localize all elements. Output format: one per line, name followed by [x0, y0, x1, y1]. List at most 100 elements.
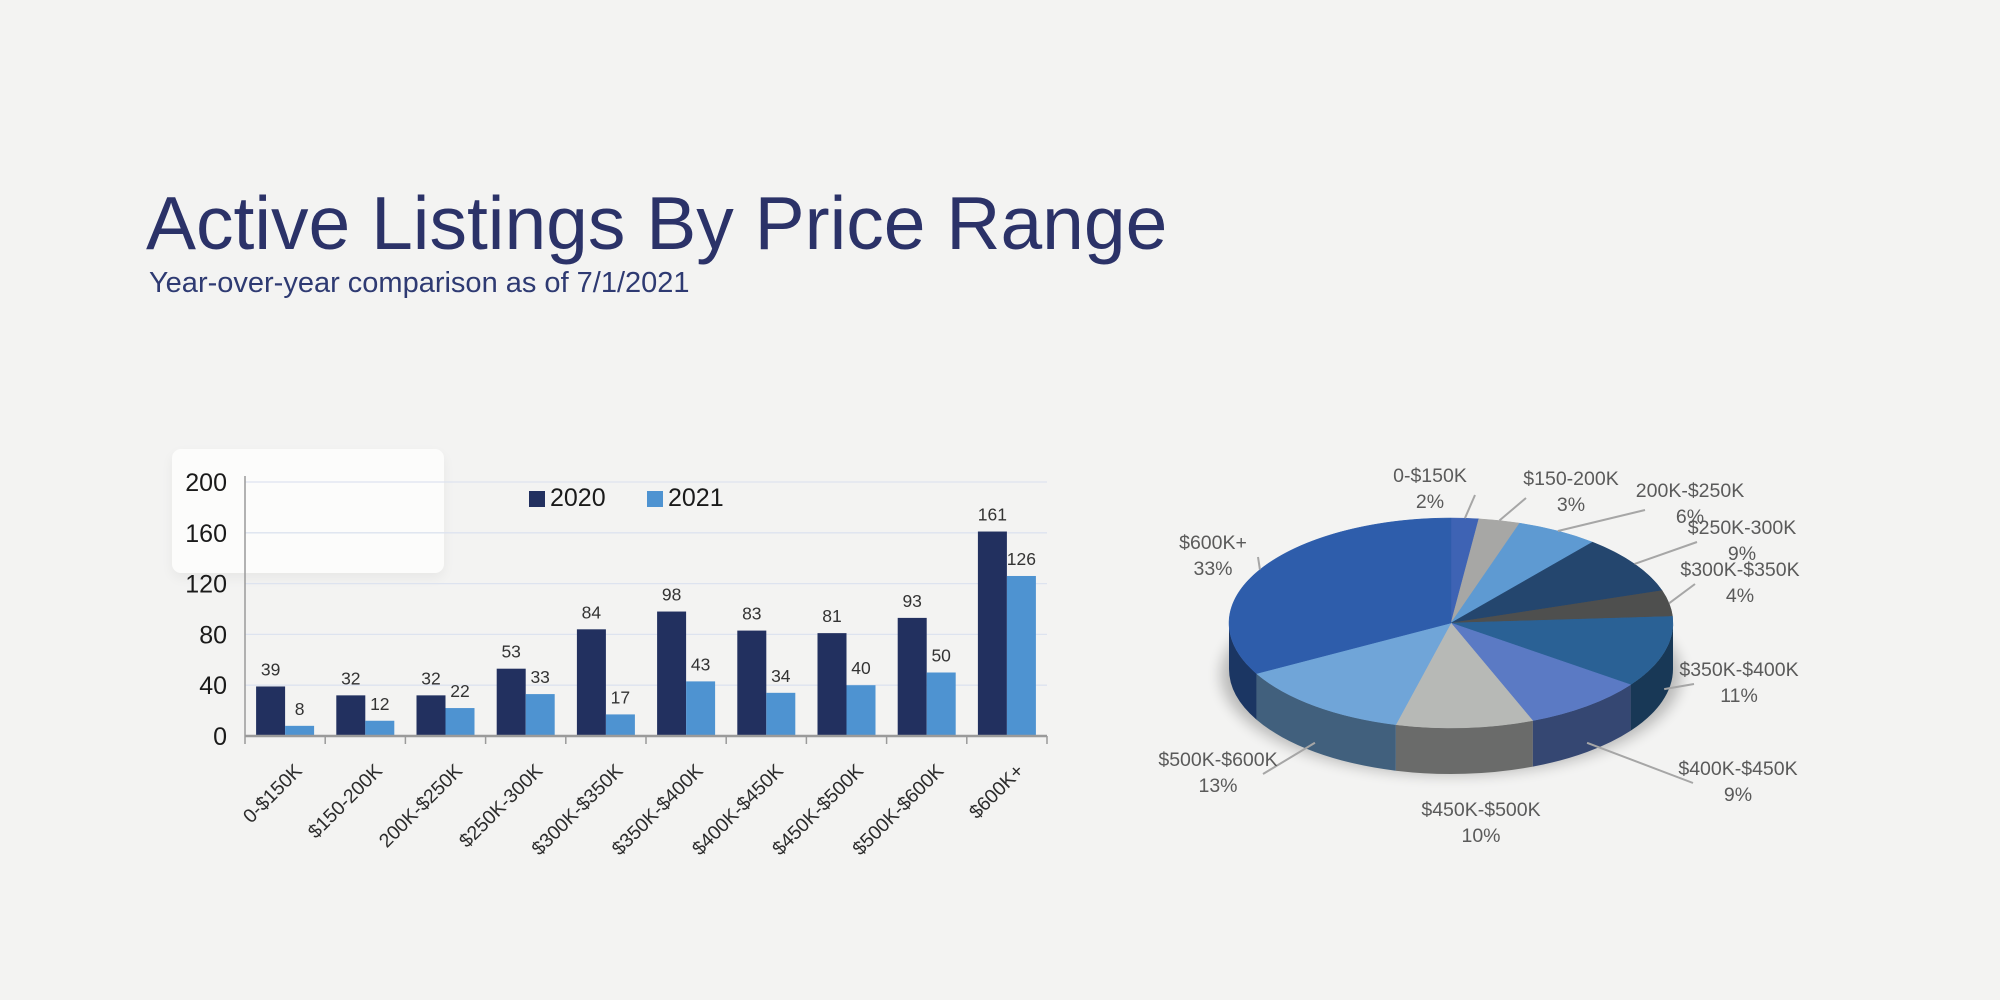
pie-leader-line-8 — [1262, 741, 1316, 775]
bar-2021-3 — [525, 694, 555, 736]
bar-value-label: 126 — [1007, 549, 1036, 569]
x-axis-category-label: 0-$150K — [239, 760, 307, 828]
pie-label-percent-3: 9% — [1728, 543, 1756, 565]
pie-slice-5 — [1450, 616, 1674, 685]
bar-2020-1 — [336, 695, 366, 736]
bar-value-label: 34 — [771, 666, 791, 686]
bar-value-label: 98 — [662, 585, 681, 605]
pie-slice-7 — [1395, 622, 1534, 729]
y-axis-tick-label: 160 — [185, 520, 227, 548]
bar-value-label: 43 — [691, 654, 710, 674]
bar-value-label: 81 — [822, 606, 841, 626]
bar-value-label: 12 — [370, 694, 389, 714]
bar-2021-0 — [285, 725, 315, 736]
pie-slice-3 — [1450, 541, 1663, 624]
pie-chart: 0-$150K 2% $150-200K 3% 200K-$250K 6%$250K-30… — [1158, 465, 1799, 847]
pie-label-percent-2: 6% — [1676, 506, 1704, 528]
pie-label-percent-1: 3% — [1557, 494, 1585, 516]
bar-2021-9 — [1006, 575, 1036, 736]
legend-label-2020: 2020 — [550, 484, 606, 512]
y-axis-tick-label: 0 — [213, 723, 227, 751]
pie-leader-line-5 — [1664, 683, 1695, 691]
pie-label-percent-0: 2% — [1416, 491, 1444, 513]
pie-label-name-2: 200K-$250K — [1636, 480, 1744, 502]
pie-slice-side-5 — [1630, 623, 1673, 731]
pie-leader-line-4 — [1668, 583, 1696, 605]
bar-2020-3 — [496, 668, 526, 736]
pie-slice-6 — [1450, 622, 1632, 721]
bar-value-label: 8 — [295, 699, 305, 719]
pie-label-percent-6: 9% — [1724, 784, 1752, 806]
bar-value-label: 32 — [341, 668, 360, 688]
y-axis-tick-label: 40 — [199, 672, 227, 700]
pie-label-percent-9: 33% — [1193, 558, 1232, 580]
bar-value-label: 161 — [978, 505, 1007, 525]
pie-label-name-8: $500K-$600K — [1158, 749, 1277, 771]
legend-label-2021: 2021 — [668, 484, 724, 512]
legend-swatch-2021 — [647, 491, 663, 507]
pie-leader-line-0 — [1464, 494, 1476, 519]
pie-label-name-7: $450K-$500K — [1421, 799, 1540, 821]
bar-2020-5 — [657, 611, 687, 736]
bar-2021-5 — [686, 681, 716, 736]
backdrop-card — [172, 449, 444, 573]
pie-label-name-4: $300K-$350K — [1680, 559, 1799, 581]
pie-label-percent-8: 13% — [1198, 775, 1237, 797]
bar-value-label: 83 — [742, 604, 761, 624]
pie-slice-side-9 — [1229, 623, 1257, 720]
bar-2020-2 — [416, 695, 446, 736]
page-subtitle: Year-over-year comparison as of 7/1/2021 — [149, 267, 690, 299]
bar-value-label: 33 — [530, 667, 549, 687]
pie-slice-8 — [1255, 622, 1452, 725]
bar-2021-4 — [605, 714, 635, 736]
pie-slice-9 — [1228, 517, 1452, 674]
pie-label-name-9: $600K+ — [1179, 532, 1247, 554]
pie-slice-side-6 — [1532, 684, 1631, 767]
pie-leader-line-2 — [1557, 509, 1646, 532]
pie-label-name-0: 0-$150K — [1393, 465, 1467, 487]
pie-label-percent-4: 4% — [1726, 585, 1754, 607]
bar-2020-9 — [977, 531, 1007, 736]
pie-label-percent-5: 11% — [1720, 685, 1758, 707]
bar-2021-8 — [926, 672, 956, 736]
pie-leader-line-9 — [1257, 556, 1261, 570]
pie-label-name-6: $400K-$450K — [1678, 758, 1797, 780]
bar-2020-7 — [817, 633, 847, 736]
bar-value-label: 40 — [851, 658, 871, 678]
pie-slice-side-7 — [1395, 720, 1533, 774]
bar-2021-2 — [445, 708, 475, 736]
y-axis-tick-label: 120 — [185, 571, 227, 599]
y-axis-tick-label: 200 — [185, 469, 227, 497]
bar-value-label: 93 — [902, 591, 921, 611]
bar-2021-6 — [766, 692, 796, 736]
bar-2020-8 — [897, 617, 927, 736]
pie-slice-side-8 — [1256, 673, 1396, 771]
pie-label-percent-7: 10% — [1461, 825, 1500, 847]
pie-label-name-1: $150-200K — [1523, 468, 1618, 490]
legend-swatch-2020 — [529, 491, 545, 507]
bar-value-label: 53 — [501, 642, 520, 662]
bar-value-label: 84 — [582, 602, 602, 622]
y-axis-tick-label: 80 — [199, 621, 227, 649]
pie-label-name-5: $350K-$400K — [1679, 659, 1798, 681]
bar-value-label: 39 — [261, 659, 280, 679]
pie-label-name-3: $250K-300K — [1688, 517, 1796, 539]
bar-value-label: 32 — [421, 668, 440, 688]
bar-2021-7 — [846, 685, 876, 736]
pie-leader-line-6 — [1586, 741, 1694, 784]
bar-2020-6 — [737, 630, 767, 736]
bar-2021-1 — [365, 720, 395, 736]
bar-2020-4 — [576, 629, 606, 736]
bar-value-label: 50 — [931, 646, 951, 666]
pie-leader-line-1 — [1498, 497, 1527, 522]
page-title: Active Listings By Price Range — [146, 181, 1168, 266]
pie-leader-line-3 — [1634, 541, 1698, 565]
x-axis-category-label: $150-200K — [304, 760, 387, 843]
bar-value-label: 22 — [450, 681, 469, 701]
bar-value-label: 17 — [611, 687, 630, 707]
x-axis-category-label: 200K-$250K — [375, 760, 467, 852]
bar-chart: 0 40 80 120 160 200 39 8 0-$150K 32 12 $150-200K 32 2… — [185, 469, 1048, 860]
bar-2020-0 — [256, 686, 286, 736]
x-axis-category-label: $600K+ — [965, 760, 1028, 823]
